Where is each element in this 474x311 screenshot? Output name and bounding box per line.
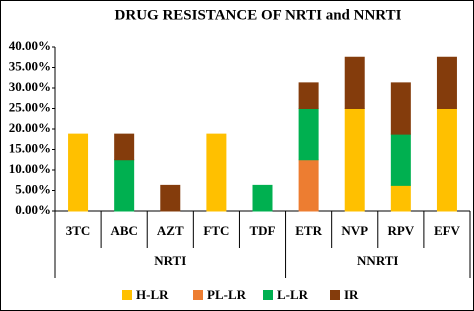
legend-swatch bbox=[193, 290, 203, 300]
legend-label: H-LR bbox=[136, 287, 169, 302]
legend-swatch bbox=[330, 290, 340, 300]
bar-segment bbox=[298, 159, 319, 212]
y-tick-label: 5.00% bbox=[15, 181, 51, 196]
bar-segment bbox=[344, 56, 365, 109]
bar-segment bbox=[390, 133, 411, 186]
y-tick-label: 15.00% bbox=[9, 140, 51, 155]
bar-segment bbox=[114, 159, 135, 212]
bar-segment bbox=[298, 108, 319, 161]
x-tick-label: EFV bbox=[434, 223, 461, 238]
bar-segment bbox=[160, 184, 181, 212]
bar-segment bbox=[390, 184, 411, 212]
bar-segment bbox=[298, 82, 319, 109]
x-tick-label: TDF bbox=[250, 223, 276, 238]
bar-segment bbox=[252, 184, 273, 212]
x-tick-label: ABC bbox=[110, 223, 137, 238]
bar-segment bbox=[436, 108, 457, 212]
group-label: NNRTI bbox=[357, 253, 398, 268]
x-tick-label: ETR bbox=[295, 223, 322, 238]
y-tick-label: 30.00% bbox=[9, 79, 51, 94]
bar-segment bbox=[68, 133, 89, 212]
bar-segment bbox=[390, 82, 411, 135]
chart-title: DRUG RESISTANCE OF NRTI and NNRTI bbox=[115, 7, 402, 23]
y-tick-label: 20.00% bbox=[9, 120, 51, 135]
legend-swatch bbox=[263, 290, 273, 300]
legend-label: PL-LR bbox=[207, 287, 247, 302]
y-tick-label: 10.00% bbox=[9, 161, 51, 176]
legend-label: IR bbox=[344, 287, 359, 302]
x-tick-label: 3TC bbox=[66, 223, 91, 238]
x-tick-label: FTC bbox=[203, 223, 229, 238]
y-tick-label: 40.00% bbox=[9, 38, 51, 53]
y-tick-label: 35.00% bbox=[9, 58, 51, 73]
bar-segment bbox=[114, 133, 135, 161]
legend-label: L-LR bbox=[277, 287, 309, 302]
x-tick-label: AZT bbox=[157, 223, 184, 238]
bar-segment bbox=[436, 56, 457, 109]
x-tick-label: RPV bbox=[387, 223, 414, 238]
group-label: NRTI bbox=[154, 253, 186, 268]
bar-segment bbox=[344, 108, 365, 212]
y-tick-label: 0.00% bbox=[15, 202, 51, 217]
bar-segment bbox=[206, 133, 227, 212]
x-tick-label: NVP bbox=[341, 223, 368, 238]
y-tick-label: 25.00% bbox=[9, 99, 51, 114]
legend-swatch bbox=[122, 290, 132, 300]
